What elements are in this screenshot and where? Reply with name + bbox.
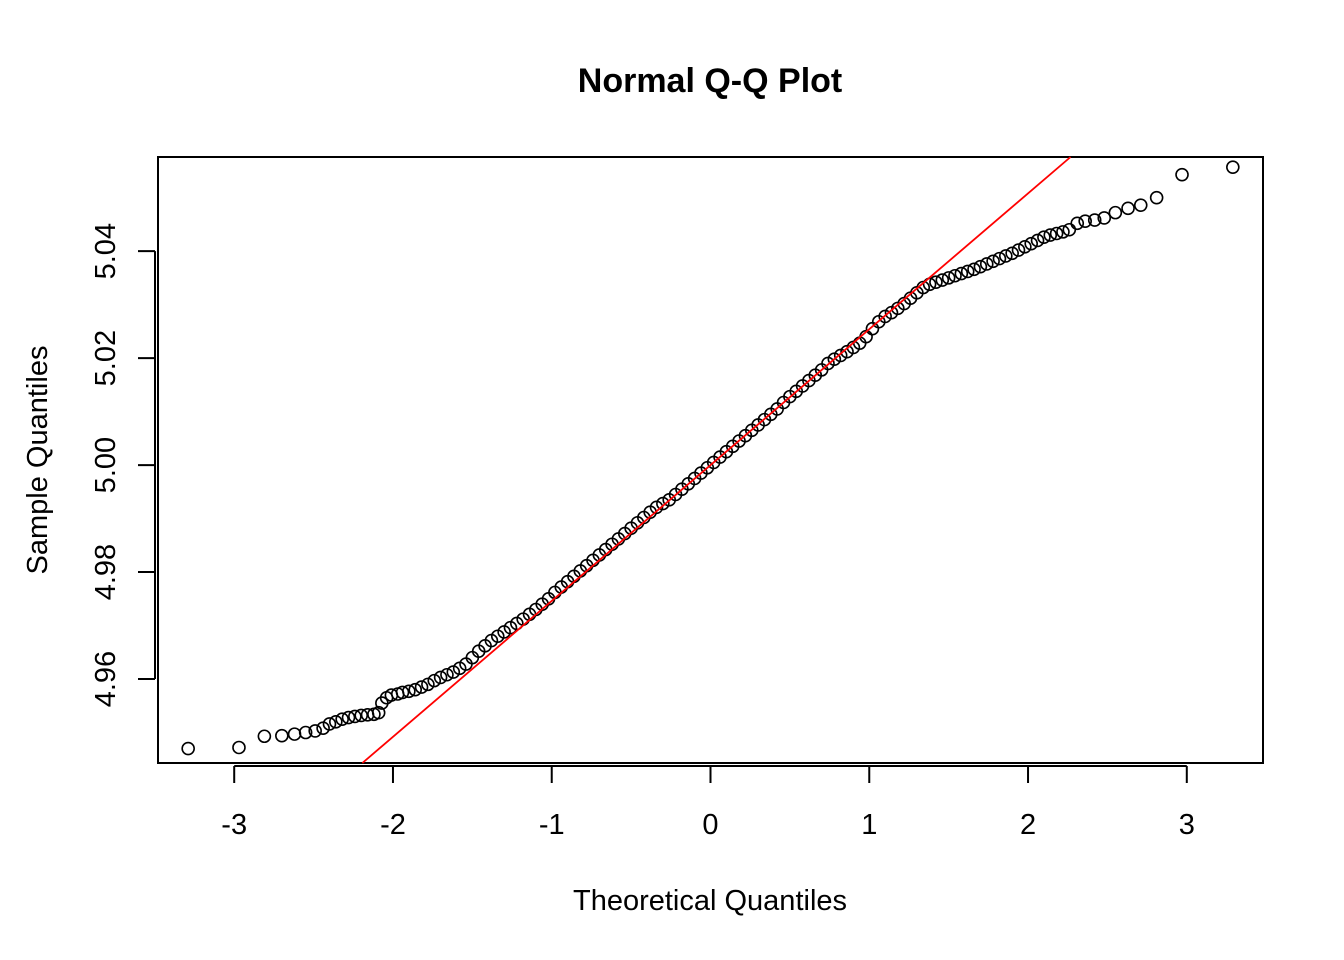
data-point [322,717,337,731]
data-point [1226,160,1240,174]
data-point [275,728,289,743]
plot-frame [157,156,1264,764]
data-point [865,321,880,336]
data-point [1070,216,1085,231]
data-point [408,682,423,697]
data-point [1133,198,1148,212]
data-point [1078,214,1092,228]
data-point [992,251,1007,266]
data-point [1097,211,1112,225]
data-point [298,725,313,740]
data-point [935,273,950,287]
x-tick-label: 1 [861,809,877,841]
data-point [967,262,981,277]
reference-line [361,156,1072,764]
data-point [986,254,1000,269]
data-point [954,266,969,281]
data-point [1018,240,1032,254]
y-tick-label: 4.96 [90,651,122,707]
data-point [1037,230,1051,245]
data-point [1121,201,1135,216]
data-point [1011,243,1026,257]
data-points [181,160,1240,756]
data-point [979,257,994,271]
data-point [395,685,410,700]
chart-title: Normal Q-Q Plot [578,62,842,100]
data-point [335,712,349,726]
data-point [371,705,386,720]
data-point [1024,236,1038,251]
data-point [433,670,448,685]
y-tick-label: 5.04 [90,223,122,279]
x-tick-label: -1 [539,809,565,841]
data-point [427,673,442,688]
x-tick-label: 0 [702,809,718,841]
data-point [1149,190,1164,205]
data-point [1056,225,1070,239]
data-point [287,727,302,741]
data-point [232,740,246,755]
data-point [948,268,962,283]
data-point [440,667,454,682]
reference-line-group [361,156,1072,764]
data-point [1049,226,1064,241]
y-tick-label: 5.02 [90,330,122,386]
y-tick-label: 5.00 [90,437,122,493]
data-point [181,741,195,756]
x-tick-label: 3 [1179,809,1195,841]
data-point [308,724,322,738]
y-tick-label: 4.98 [90,544,122,600]
data-point [348,709,362,724]
data-point [998,249,1013,263]
data-point [929,275,943,289]
data-point [1030,233,1045,248]
x-tick-label: -2 [380,809,406,841]
data-point [402,684,416,699]
x-axis: -3 -2 -1 0 1 2 3 [221,765,1195,841]
data-point [341,710,356,725]
data-point [960,264,975,279]
data-point [257,729,272,744]
data-point [973,259,988,274]
x-tick-label: 2 [1020,809,1036,841]
data-point [1175,167,1189,182]
y-axis: 4.96 4.98 5.00 5.02 5.04 [90,223,156,707]
data-point [1087,213,1102,227]
y-axis-title: Sample Quantiles [22,346,54,575]
data-point [1108,205,1123,220]
x-axis-title: Theoretical Quantiles [573,885,847,917]
data-point [941,271,956,285]
data-point [1005,246,1019,261]
data-point [414,680,429,694]
data-point [1043,228,1058,242]
x-tick-label: -3 [221,809,247,841]
data-point [329,715,343,729]
